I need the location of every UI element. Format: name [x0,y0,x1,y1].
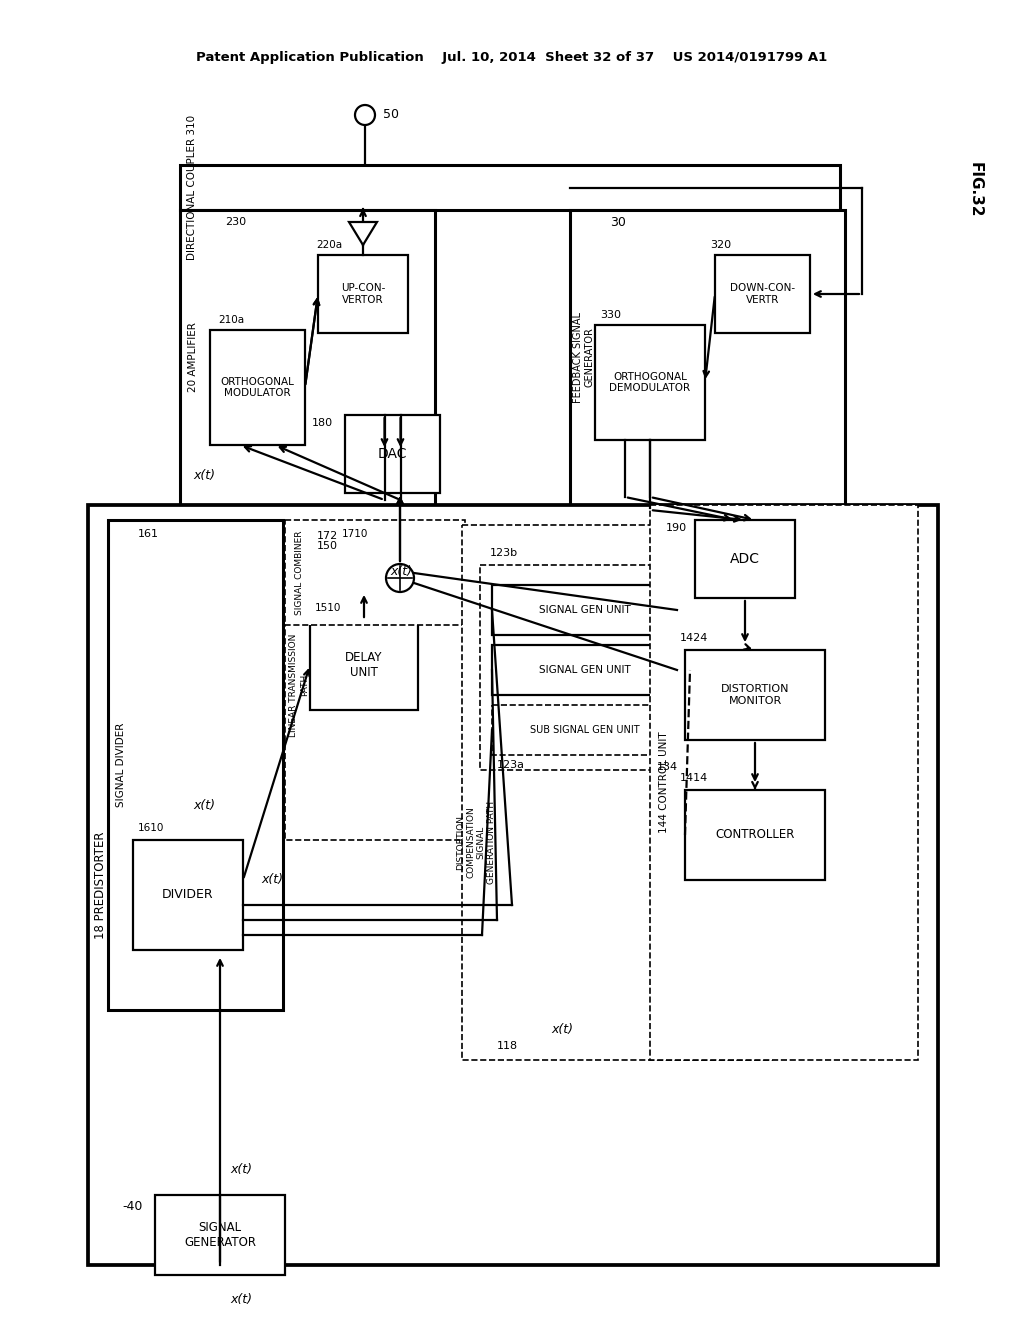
Polygon shape [349,222,377,246]
Bar [345,414,440,492]
Bar [462,525,772,1060]
Text: 230: 230 [225,216,246,227]
Bar [570,210,845,506]
Text: 30: 30 [610,215,626,228]
Text: UP-CON-
VERTOR: UP-CON- VERTOR [341,284,385,305]
Bar [685,789,825,880]
Text: SUB SIGNAL GEN UNIT: SUB SIGNAL GEN UNIT [529,725,639,735]
Bar [695,520,795,598]
Text: DIVIDER: DIVIDER [162,888,214,902]
Text: Patent Application Publication    Jul. 10, 2014  Sheet 32 of 37    US 2014/01917: Patent Application Publication Jul. 10, … [197,51,827,65]
Bar [155,1195,285,1275]
Text: 118: 118 [497,1041,518,1051]
Text: x(t): x(t) [193,799,215,812]
Bar [88,506,938,1265]
Text: DISTORTION
COMPENSATION
SIGNAL
GENERATION PATH: DISTORTION COMPENSATION SIGNAL GENERATIO… [456,801,496,884]
Bar [310,620,418,710]
Text: 123a: 123a [497,760,525,770]
Text: 1710: 1710 [342,529,369,539]
Text: 150: 150 [317,541,338,550]
Bar [210,330,305,445]
Text: x(t): x(t) [230,1163,252,1176]
Text: 210a: 210a [218,315,244,325]
Text: x(t): x(t) [261,874,283,887]
Bar [492,705,677,755]
Bar [492,645,677,696]
Text: SIGNAL
GENERATOR: SIGNAL GENERATOR [184,1221,256,1249]
Bar [285,531,465,840]
Bar [285,520,465,624]
Text: 20 AMPLIFIER: 20 AMPLIFIER [188,322,198,392]
Text: 1510: 1510 [315,603,341,612]
Text: FIG.32: FIG.32 [968,162,982,218]
Circle shape [355,106,375,125]
Text: -40: -40 [123,1200,143,1213]
Text: FEEDBACK SIGNAL
GENERATOR: FEEDBACK SIGNAL GENERATOR [573,312,595,403]
Text: 134: 134 [656,762,678,772]
Bar [650,506,918,1060]
Text: 172: 172 [317,531,338,541]
Text: 330: 330 [600,310,621,319]
Text: x(t): x(t) [230,1294,252,1307]
Text: x(t): x(t) [390,565,412,578]
Text: DISTORTION
MONITOR: DISTORTION MONITOR [721,684,790,706]
Text: x(t): x(t) [551,1023,573,1036]
Circle shape [386,564,414,591]
Bar [133,840,243,950]
Text: 1610: 1610 [138,822,165,833]
Bar [180,165,840,210]
Bar [492,585,677,635]
Text: 1424: 1424 [680,634,709,643]
Text: DOWN-CON-
VERTR: DOWN-CON- VERTR [730,284,795,305]
Bar [318,255,408,333]
Text: DAC: DAC [378,447,408,461]
Text: CONTROLLER: CONTROLLER [716,829,795,842]
Text: 180: 180 [312,418,333,428]
Text: DELAY
UNIT: DELAY UNIT [345,651,383,678]
Text: SIGNAL DIVIDER: SIGNAL DIVIDER [116,723,126,808]
Text: SIGNAL GEN UNIT: SIGNAL GEN UNIT [539,605,631,615]
Text: SIGNAL GEN UNIT: SIGNAL GEN UNIT [539,665,631,675]
Text: 190: 190 [666,523,687,533]
Text: 1414: 1414 [680,774,709,783]
Bar [108,520,283,1010]
Text: 144 CONTROL UNIT: 144 CONTROL UNIT [659,731,669,833]
Text: ORTHOGONAL
MODULATOR: ORTHOGONAL MODULATOR [220,376,295,399]
Text: 161: 161 [138,529,159,539]
Text: 320: 320 [710,240,731,249]
Text: 18 PREDISTORTER: 18 PREDISTORTER [94,832,108,939]
Text: ORTHOGONAL
DEMODULATOR: ORTHOGONAL DEMODULATOR [609,372,690,393]
Text: 50: 50 [383,108,399,121]
Text: DIRECTIONAL COUPLER 310: DIRECTIONAL COUPLER 310 [187,115,197,260]
Bar [480,565,690,770]
Text: x(t): x(t) [193,469,215,482]
Bar [595,325,705,440]
Text: LINEAR TRANSMISSION
PATH: LINEAR TRANSMISSION PATH [290,634,308,737]
Bar [685,649,825,741]
Text: 220a: 220a [316,240,342,249]
Bar [715,255,810,333]
Text: ADC: ADC [730,552,760,566]
Text: 123b: 123b [490,548,518,558]
Text: SIGNAL COMBINER: SIGNAL COMBINER [295,531,303,615]
Bar [180,210,435,506]
